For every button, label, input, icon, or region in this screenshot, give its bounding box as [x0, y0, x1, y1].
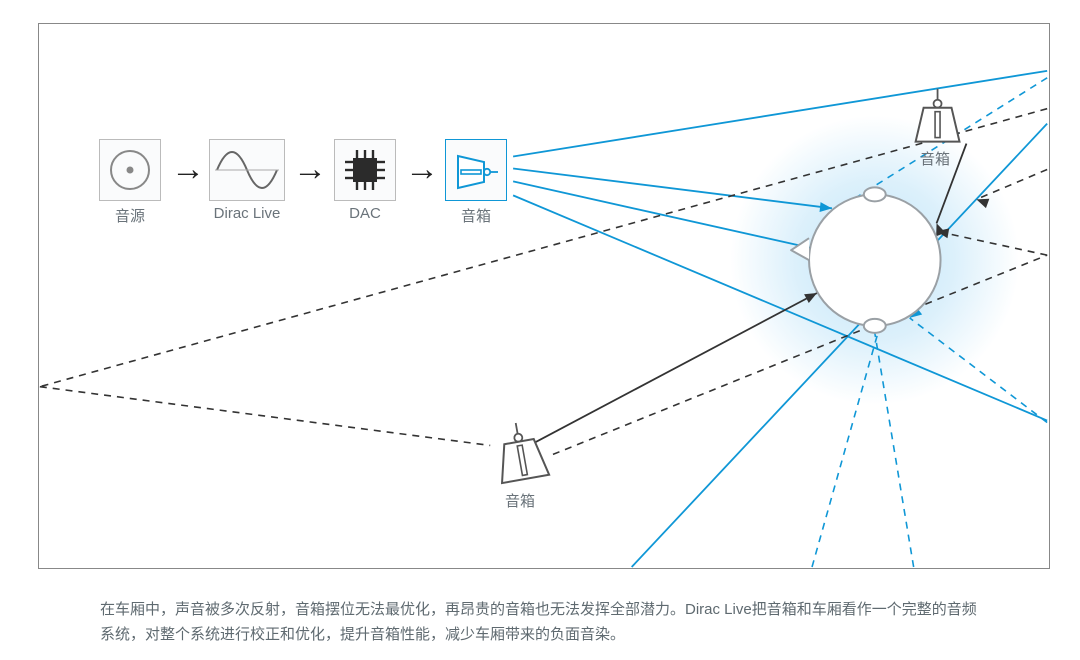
arrow-icon: → — [293, 152, 327, 186]
diagram-canvas — [39, 24, 1049, 568]
arrow-icon: → — [171, 152, 205, 186]
source-label: 音源 — [99, 205, 161, 226]
speaker-top-label: 音箱 — [920, 148, 950, 169]
dac-label: DAC — [334, 205, 396, 222]
chip-icon — [341, 146, 389, 194]
speaker-bottom-icon — [492, 419, 549, 483]
arrow-icon: → — [405, 152, 439, 186]
wave-icon — [215, 149, 279, 191]
dirac-label: Dirac Live — [204, 205, 290, 222]
diagram-frame: 音源 Dirac Live DAC — [38, 23, 1050, 569]
speaker-main-label: 音箱 — [445, 205, 507, 226]
speaker-main-box — [445, 139, 507, 201]
speaker-top-icon — [916, 89, 960, 142]
dac-box — [334, 139, 396, 201]
dirac-box — [209, 139, 285, 201]
page: 音源 Dirac Live DAC — [0, 0, 1080, 660]
caption-text: 在车厢中，声音被多次反射，音箱摆位无法最优化，再昂贵的音箱也无法发挥全部潜力。D… — [100, 598, 990, 648]
speaker-main-icon — [452, 146, 500, 194]
disc-icon — [107, 147, 153, 193]
speaker-bottom-label: 音箱 — [505, 490, 535, 511]
source-box — [99, 139, 161, 201]
